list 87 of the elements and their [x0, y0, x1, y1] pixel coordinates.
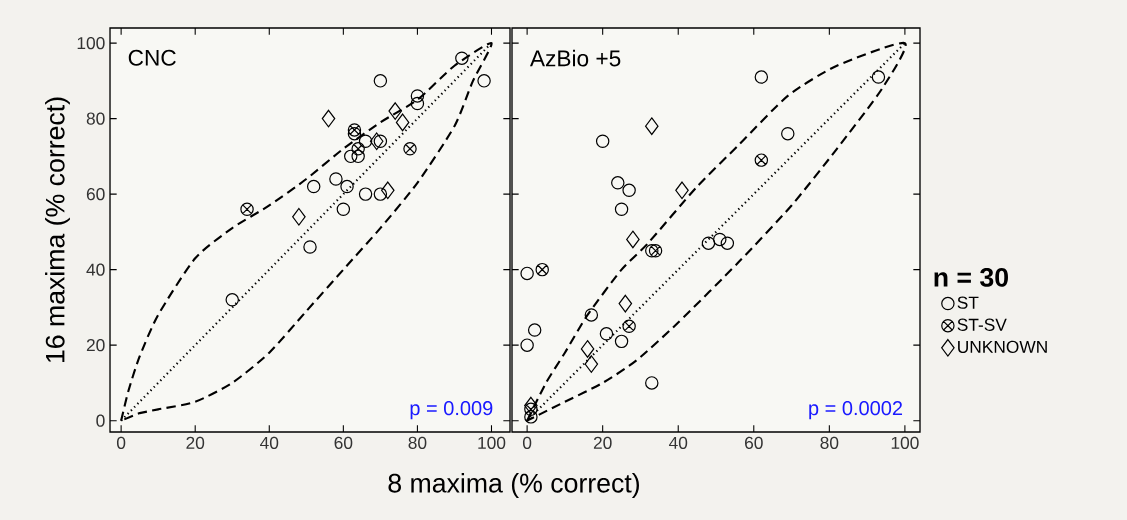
point [645, 244, 659, 258]
x-tick-label: 40 [668, 436, 688, 449]
y-tick-label: 40 [86, 263, 105, 276]
x-tick-label: 80 [408, 436, 427, 449]
point [351, 149, 365, 164]
point [527, 323, 542, 337]
x-tick-label: 0 [116, 436, 126, 449]
x-tick-label: 60 [334, 436, 353, 449]
point [535, 262, 549, 277]
point [369, 132, 384, 151]
annotation: p = 0.0002 [809, 401, 903, 420]
point [380, 181, 395, 200]
point [622, 319, 636, 333]
text: CNC [128, 49, 176, 66]
point [351, 142, 365, 156]
y-tick-label: 0 [96, 414, 105, 427]
point [240, 202, 254, 216]
point [347, 123, 362, 137]
point [595, 134, 610, 148]
point [754, 70, 769, 84]
point [358, 187, 373, 201]
legend-title: n = 30 [934, 267, 1008, 287]
point [373, 187, 388, 201]
x-tick-label: 20 [593, 436, 612, 449]
x-tick-label: 80 [820, 436, 839, 449]
legend-label: ST-SV [957, 318, 1007, 331]
point [701, 236, 716, 250]
point [520, 266, 534, 281]
point [618, 294, 633, 313]
point [524, 410, 538, 424]
x-tick-label: 20 [186, 436, 205, 449]
x-tick-label: 100 [891, 436, 919, 449]
point [614, 334, 629, 349]
point [754, 153, 769, 167]
x-tick-label: 60 [745, 436, 763, 449]
point [329, 172, 343, 186]
point [713, 232, 727, 247]
point [292, 207, 306, 226]
legend-label: UNKNOWN [958, 340, 1047, 353]
point [580, 340, 595, 358]
point [524, 402, 538, 417]
x-tick-label: 40 [260, 436, 279, 449]
point [455, 51, 469, 65]
x-tick-label: 100 [478, 436, 506, 449]
point [344, 149, 358, 164]
y-tick-label: 60 [86, 187, 105, 201]
text: AzBio +5 [529, 49, 621, 67]
point [225, 293, 239, 307]
point [781, 126, 795, 141]
annotation: p = 0.009 [410, 401, 493, 420]
point [373, 74, 388, 88]
point [321, 109, 336, 128]
point [675, 181, 689, 200]
point [306, 179, 321, 194]
point [524, 396, 538, 415]
y-axis-title: 16 maxima (% correct) [45, 97, 70, 363]
point [477, 74, 491, 88]
point [584, 308, 599, 322]
point [395, 113, 410, 132]
point [373, 134, 388, 148]
x-axis-title: 8 maxima (% correct) [388, 473, 639, 498]
point [347, 126, 362, 141]
point [720, 236, 735, 250]
point [644, 117, 659, 136]
point [599, 327, 614, 341]
point [403, 142, 417, 156]
point [336, 202, 351, 216]
point [622, 183, 636, 198]
point [410, 89, 425, 103]
point [584, 355, 599, 373]
y-tick-label: 80 [86, 112, 105, 125]
point [340, 179, 354, 194]
point [611, 176, 625, 190]
point [626, 230, 640, 249]
point [410, 96, 425, 111]
y-tick-label: 20 [86, 339, 105, 352]
point [358, 134, 373, 148]
point [614, 202, 629, 216]
point [303, 240, 317, 254]
point [388, 102, 402, 120]
point [645, 376, 659, 390]
point [520, 338, 534, 352]
y-tick-label: 100 [77, 36, 105, 50]
x-tick-label: 0 [522, 436, 532, 449]
point [871, 70, 886, 84]
legend-label: ST [957, 296, 979, 309]
point [648, 244, 663, 258]
